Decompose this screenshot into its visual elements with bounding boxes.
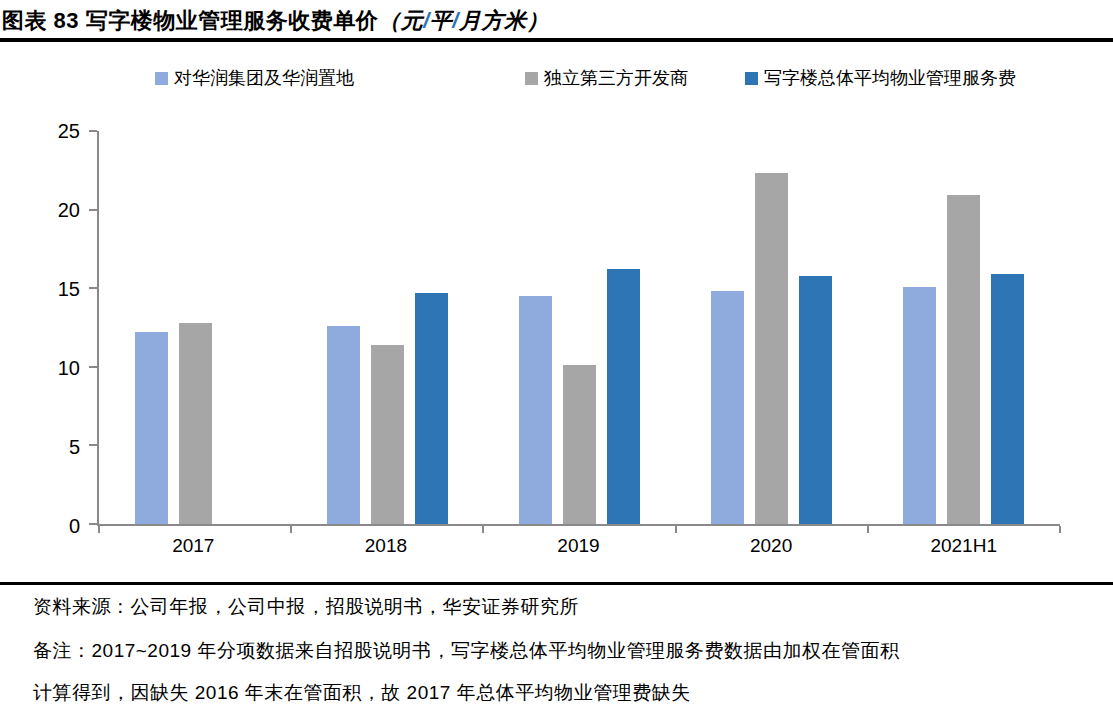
bar	[947, 195, 980, 524]
bar-group-2017	[99, 131, 291, 524]
bar-group-2021H1	[868, 131, 1060, 524]
bar	[179, 323, 212, 524]
bar	[371, 345, 404, 524]
legend-label: 独立第三方开发商	[544, 66, 688, 90]
bar-group-2018	[291, 131, 483, 524]
x-axis-tick-mark	[98, 526, 100, 533]
legend-label: 对华润集团及华润置地	[174, 66, 354, 90]
bar	[711, 291, 744, 524]
y-axis-tick-label: 10	[58, 357, 80, 380]
figure-title-main: 图表 83 写字楼物业管理服务收费单价	[2, 8, 378, 33]
y-axis-tick-mark	[89, 366, 97, 368]
y-axis-tick-label: 20	[58, 199, 80, 222]
x-axis-tick-mark	[482, 526, 484, 533]
bar	[755, 173, 788, 524]
footer-divider	[0, 582, 1113, 585]
remark-line: 计算得到，因缺失 2016 年末在管面积，故 2017 年总体平均物业管理费缺失	[33, 672, 1093, 704]
bar-group-2019	[483, 131, 675, 524]
bar	[903, 287, 936, 524]
remark-note: 备注：2017~2019 年分项数据来自招股说明书，写字楼总体平均物业管理服务费…	[33, 630, 1093, 704]
title-underline	[0, 38, 1113, 42]
x-axis-label: 2019	[482, 535, 675, 557]
plot-area	[97, 131, 1060, 526]
bar-groups	[99, 131, 1060, 524]
legend-item: 对华润集团及华润置地	[155, 66, 354, 90]
x-axis-labels: 20172018201920202021H1	[97, 535, 1060, 557]
x-axis-label: 2020	[675, 535, 868, 557]
figure-title-unit: （元/平/月方米）	[378, 8, 549, 33]
x-axis-label: 2017	[97, 535, 290, 557]
bar	[135, 332, 168, 524]
x-axis-label: 2021H1	[867, 535, 1060, 557]
y-axis-tick-mark	[89, 287, 97, 289]
y-axis-tick-label: 0	[69, 515, 80, 538]
y-axis-tick-label: 25	[58, 120, 80, 143]
report-figure: 图表 83 写字楼物业管理服务收费单价（元/平/月方米） 对华润集团及华润置地 独…	[0, 0, 1113, 704]
bar	[563, 365, 596, 524]
legend-swatch-icon	[745, 72, 758, 85]
bar	[607, 269, 640, 524]
legend-item: 独立第三方开发商	[525, 66, 688, 90]
bar-group-2020	[676, 131, 868, 524]
unit-slash: /	[452, 8, 459, 33]
x-axis-tick-mark	[675, 526, 677, 533]
chart-legend: 对华润集团及华润置地 独立第三方开发商 写字楼总体平均物业管理服务费	[0, 66, 1113, 92]
y-axis-tick-mark	[89, 523, 97, 525]
legend-label: 写字楼总体平均物业管理服务费	[764, 66, 1016, 90]
legend-swatch-icon	[155, 72, 168, 85]
bar	[415, 293, 448, 524]
bar	[799, 276, 832, 524]
y-axis-tick-label: 15	[58, 278, 80, 301]
y-axis-tick-label: 5	[69, 436, 80, 459]
bar	[519, 296, 552, 524]
x-axis-label: 2018	[290, 535, 483, 557]
y-axis-tick-mark	[89, 444, 97, 446]
figure-title: 图表 83 写字楼物业管理服务收费单价（元/平/月方米）	[2, 6, 549, 36]
legend-swatch-icon	[525, 72, 538, 85]
unit-slash: /	[423, 8, 430, 33]
y-axis-tick-mark	[89, 209, 97, 211]
bar	[327, 326, 360, 524]
y-axis-labels: 0510152025	[0, 131, 80, 526]
legend-item: 写字楼总体平均物业管理服务费	[745, 66, 1016, 90]
x-axis-tick-mark	[290, 526, 292, 533]
bar	[991, 274, 1024, 524]
x-axis-tick-mark	[1059, 526, 1061, 533]
x-axis-tick-mark	[867, 526, 869, 533]
y-axis-tick-mark	[89, 130, 97, 132]
source-note: 资料来源：公司年报，公司中报，招股说明书，华安证券研究所	[33, 594, 579, 620]
remark-line: 备注：2017~2019 年分项数据来自招股说明书，写字楼总体平均物业管理服务费…	[33, 630, 1093, 672]
